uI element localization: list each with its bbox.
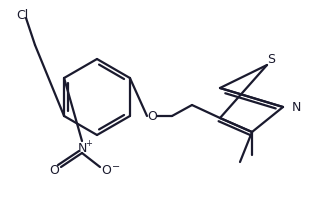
Text: O: O xyxy=(147,110,157,123)
Text: O: O xyxy=(49,164,59,177)
Text: Cl: Cl xyxy=(16,8,28,21)
Text: O: O xyxy=(101,164,111,177)
Text: −: − xyxy=(112,162,120,172)
Text: N: N xyxy=(292,100,301,113)
Text: N: N xyxy=(77,141,87,154)
Text: S: S xyxy=(267,52,275,65)
Text: +: + xyxy=(86,139,92,149)
